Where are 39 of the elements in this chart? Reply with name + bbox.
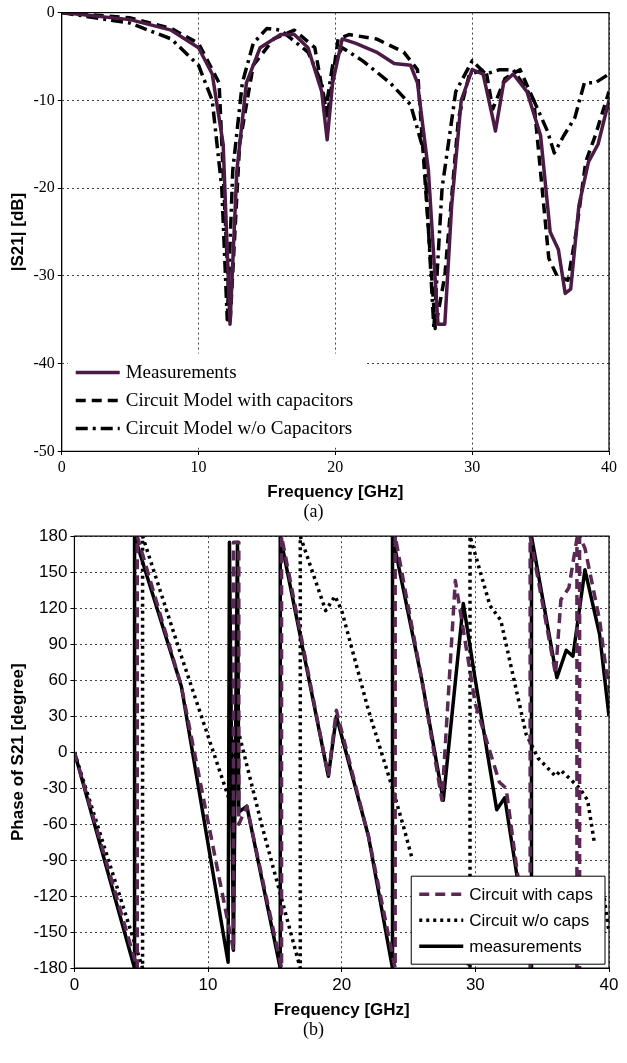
x-tick-label: 30 bbox=[465, 975, 485, 995]
x-tick-label: 40 bbox=[599, 975, 619, 995]
y-axis-title: Phase of S21 [degree] bbox=[7, 663, 27, 842]
y-tick-label: -10 bbox=[33, 90, 55, 108]
x-axis-title: Frequency [GHz] bbox=[273, 1000, 410, 1020]
y-tick-label: 90 bbox=[48, 633, 68, 653]
y-tick-label: 0 bbox=[46, 2, 55, 20]
y-tick-label: -40 bbox=[33, 353, 55, 371]
x-tick-label: 10 bbox=[198, 975, 218, 995]
x-tick-label: 20 bbox=[332, 975, 352, 995]
y-tick-label: -60 bbox=[42, 813, 68, 833]
y-tick-label: -90 bbox=[42, 849, 68, 869]
y-tick-label: -20 bbox=[33, 178, 55, 196]
x-tick-label: 30 bbox=[464, 458, 481, 476]
legend-label: Circuit w/o caps bbox=[469, 910, 590, 930]
y-tick-label: -180 bbox=[33, 957, 68, 977]
x-tick-label: 10 bbox=[190, 458, 207, 476]
y-tick-label: -150 bbox=[33, 921, 68, 941]
y-tick-label: 150 bbox=[39, 561, 68, 581]
legend-label: Circuit Model with capacitors bbox=[125, 389, 354, 411]
x-axis-title: Frequency [GHz] bbox=[267, 482, 404, 502]
text: (a) bbox=[302, 501, 325, 523]
y-axis-title: |S21| [dB] bbox=[7, 192, 27, 272]
x-tick-label: 40 bbox=[601, 458, 617, 476]
y-tick-label: -30 bbox=[42, 777, 68, 797]
x-tick-label: 20 bbox=[327, 458, 344, 476]
y-tick-label: 180 bbox=[39, 525, 68, 545]
legend-label: measurements bbox=[469, 936, 582, 956]
y-tick-label: -120 bbox=[33, 885, 68, 905]
legend-label: Measurements bbox=[125, 361, 237, 383]
y-tick-label: 0 bbox=[57, 741, 68, 761]
y-tick-label: 60 bbox=[48, 669, 68, 689]
legend-label: Circuit with caps bbox=[469, 884, 594, 904]
text: (b) bbox=[302, 1019, 325, 1041]
y-tick-label: -30 bbox=[33, 266, 55, 284]
y-tick-label: 30 bbox=[48, 705, 68, 725]
legend-label: Circuit Model w/o Capacitors bbox=[125, 417, 353, 439]
y-tick-label: 120 bbox=[39, 597, 68, 617]
y-tick-label: -50 bbox=[33, 441, 55, 459]
